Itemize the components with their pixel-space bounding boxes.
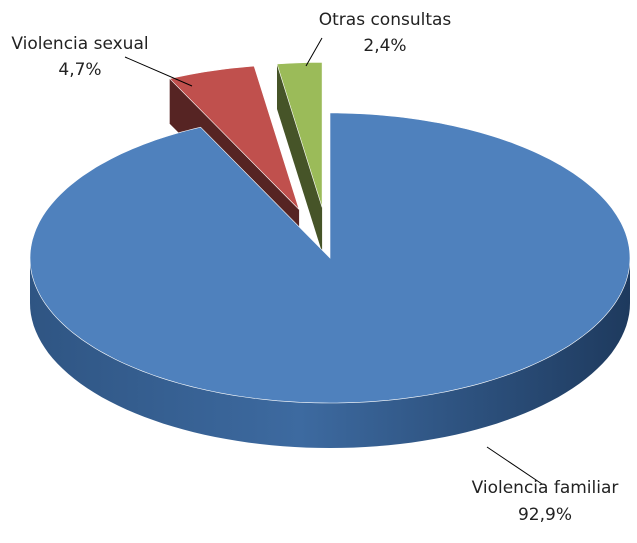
slice — [276, 62, 323, 208]
slice-value: 2,4% — [363, 36, 406, 56]
slice-label: Violencia familiar — [472, 478, 619, 498]
pie — [29, 62, 631, 448]
slice-label: Violencia sexual — [11, 34, 148, 54]
slice-side — [30, 258, 630, 448]
leader-line — [124, 56, 193, 87]
slice — [169, 65, 300, 210]
leader-line — [486, 446, 543, 485]
slice-side — [277, 64, 323, 253]
slice — [29, 112, 631, 404]
leader-line — [305, 37, 323, 67]
slice-label: Otras consultas — [319, 10, 452, 30]
slice-value: 4,7% — [58, 60, 101, 80]
slice-value: 92,9% — [518, 505, 572, 525]
